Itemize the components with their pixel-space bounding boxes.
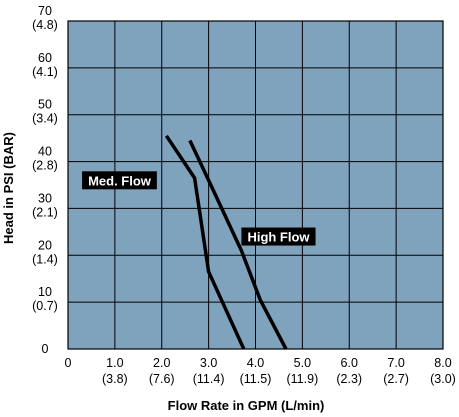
x-tick-label: 0 (65, 356, 72, 370)
y-tick: 20(1.4) (32, 238, 58, 266)
y-tick-label: 10 (38, 285, 52, 299)
x-tick: 1.0 (3.8) (102, 356, 128, 386)
y-tick-label: 70 (38, 4, 52, 18)
x-tick-sublabel: (3.0) (430, 372, 456, 386)
y-tick: 60(4.1) (32, 51, 58, 79)
x-tick-label: 5.0 (294, 356, 311, 370)
y-tick-sublabel: (4.1) (32, 65, 58, 79)
x-tick-sublabel: (11.5) (240, 372, 272, 386)
x-tick-label: 6.0 (341, 356, 358, 370)
x-tick: 5.0 (11.9) (287, 356, 319, 386)
y-tick-sublabel: (1.4) (32, 252, 58, 266)
x-tick-sublabel: (2.3) (336, 372, 362, 386)
x-tick: 6.0 (2.3) (336, 356, 362, 386)
x-tick-sublabel: (3.8) (102, 372, 128, 386)
x-tick-sublabel: (11.9) (287, 372, 319, 386)
x-tick: 0 (65, 356, 72, 370)
y-tick: 50(3.4) (32, 98, 58, 126)
y-tick-label: 40 (38, 145, 52, 159)
series-labels: Med. Flow High Flow (82, 171, 316, 246)
x-tick-label: 3.0 (200, 356, 217, 370)
x-tick-label: 8.0 (434, 356, 451, 370)
series-label-text: Med. Flow (88, 173, 152, 188)
y-tick: 0 (42, 342, 49, 356)
series-label-box (241, 227, 316, 246)
grid-lines (68, 21, 443, 349)
y-tick-sublabel: (2.1) (32, 205, 58, 219)
y-tick: 40(2.8) (32, 145, 58, 173)
series-label-med-flow: Med. Flow (82, 171, 157, 190)
x-tick: 8.0 (3.0) (430, 356, 456, 386)
y-tick-sublabel: (0.7) (32, 299, 58, 313)
y-tick: 70(4.8) (32, 4, 58, 32)
series-label-text: High Flow (247, 230, 310, 245)
y-tick-sublabel: (4.8) (32, 18, 58, 32)
y-tick-sublabel: (2.8) (32, 159, 58, 173)
y-tick-label: 20 (38, 238, 52, 252)
y-tick-labels: 010(0.7)20(1.4)30(2.1)40(2.8)50(3.4)60(4… (32, 4, 58, 356)
x-tick: 7.0 (2.7) (383, 356, 409, 386)
x-tick-label: 4.0 (247, 356, 264, 370)
y-tick-label: 50 (38, 98, 52, 112)
x-tick: 2.0 (7.6) (149, 356, 175, 386)
series-line-med-flow (164, 134, 246, 350)
y-tick-label: 60 (38, 51, 52, 65)
series-label-box (82, 171, 157, 190)
series-lines (164, 134, 288, 350)
x-tick-label: 2.0 (153, 356, 170, 370)
y-tick-label: 30 (38, 191, 52, 205)
x-tick: 4.0 (11.5) (240, 356, 272, 386)
y-tick: 30(2.1) (32, 191, 58, 219)
x-tick-sublabel: (2.7) (383, 372, 409, 386)
x-tick-sublabel: (11.4) (193, 372, 225, 386)
x-axis-title: Flow Rate in GPM (L/min) (168, 398, 325, 413)
x-tick-label: 7.0 (387, 356, 404, 370)
x-tick-label: 1.0 (106, 356, 123, 370)
y-tick-sublabel: (3.4) (32, 112, 58, 126)
y-axis-title: Head in PSI (BAR) (1, 132, 16, 244)
y-tick-label: 0 (42, 342, 49, 356)
series-line-high-flow (188, 139, 288, 350)
y-tick: 10(0.7) (32, 285, 58, 313)
x-tick: 3.0 (11.4) (193, 356, 225, 386)
x-tick-labels: 0 1.0 (3.8) 2.0 (7.6) 3.0 (11.4) 4.0 (11.5) 5.0 (1… (65, 356, 456, 386)
series-label-high-flow: High Flow (241, 227, 316, 246)
x-tick-sublabel: (7.6) (149, 372, 175, 386)
